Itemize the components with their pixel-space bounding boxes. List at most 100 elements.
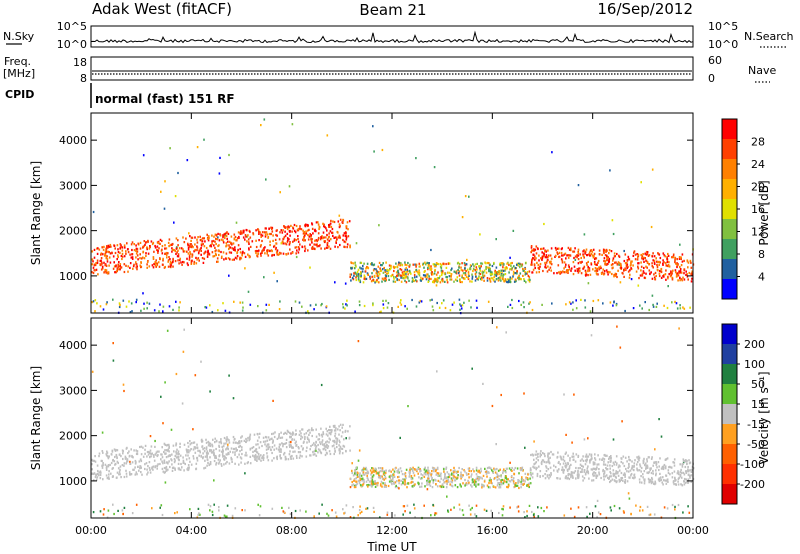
echo-cell xyxy=(329,247,332,250)
echo-cell xyxy=(502,470,504,473)
echo-cell xyxy=(101,265,104,268)
echo-cell xyxy=(543,222,545,226)
echo-cell xyxy=(117,461,119,465)
echo-cell xyxy=(679,276,681,280)
echo-cell xyxy=(369,277,372,280)
echo-cell xyxy=(370,480,372,483)
echo-cell xyxy=(492,471,494,474)
echo-cell xyxy=(174,454,177,458)
echo-cell xyxy=(498,478,500,481)
echo-cell xyxy=(624,309,626,313)
echo-cell xyxy=(549,466,552,469)
echo-cell xyxy=(625,467,627,471)
echo-cell xyxy=(371,272,373,275)
echo-cell xyxy=(376,274,379,277)
echo-cell xyxy=(340,447,342,450)
echo-cell xyxy=(193,446,196,449)
echo-cell xyxy=(325,236,327,239)
echo-cell xyxy=(323,236,325,239)
echo-cell xyxy=(454,271,457,274)
echo-cell xyxy=(243,439,246,442)
echo-cell xyxy=(102,308,105,311)
echo-cell xyxy=(619,281,622,284)
echo-cell xyxy=(282,510,285,513)
echo-cell xyxy=(314,239,316,242)
echo-cell xyxy=(329,452,332,456)
echo-cell xyxy=(671,301,673,304)
echo-cell xyxy=(410,477,413,480)
echo-cell xyxy=(169,465,171,469)
echo-cell xyxy=(328,223,331,226)
echo-cell xyxy=(637,254,640,258)
echo-cell xyxy=(319,442,322,446)
echo-cell xyxy=(582,254,585,257)
echo-cell xyxy=(129,262,132,265)
echo-cell xyxy=(157,463,159,466)
echo-cell xyxy=(672,253,675,256)
echo-cell xyxy=(189,252,192,255)
echo-cell xyxy=(676,274,678,278)
echo-cell xyxy=(293,438,296,441)
echo-cell xyxy=(328,450,331,453)
colorbar-segment xyxy=(722,159,737,180)
echo-cell xyxy=(131,253,133,256)
echo-cell xyxy=(679,269,682,273)
echo-cell xyxy=(406,270,409,273)
echo-cell xyxy=(241,435,243,438)
echo-cell xyxy=(203,257,206,260)
echo-cell xyxy=(363,478,365,482)
echo-cell xyxy=(215,447,217,451)
echo-cell xyxy=(536,474,539,478)
echo-cell xyxy=(406,504,409,507)
echo-cell xyxy=(433,272,436,275)
echo-cell xyxy=(334,281,336,284)
echo-cell xyxy=(106,260,109,263)
echo-cell xyxy=(653,255,656,258)
nave-tick-high: 60 xyxy=(708,54,722,67)
echo-cell xyxy=(642,253,644,256)
echo-cell xyxy=(655,472,657,475)
echo-cell xyxy=(318,438,321,441)
echo-cell xyxy=(521,468,524,471)
echo-cell xyxy=(464,268,466,271)
echo-cell xyxy=(232,447,235,451)
echo-cell xyxy=(322,231,325,234)
echo-cell xyxy=(373,274,376,277)
echo-cell xyxy=(379,484,382,487)
echo-cell xyxy=(653,273,655,276)
echo-cell xyxy=(313,515,315,518)
echo-cell xyxy=(571,455,573,458)
echo-cell xyxy=(164,449,166,452)
echo-cell xyxy=(365,277,368,280)
echo-cell xyxy=(465,263,468,266)
echo-cell xyxy=(676,258,678,261)
echo-cell xyxy=(578,267,580,270)
echo-cell xyxy=(404,263,407,266)
echo-cell xyxy=(367,273,369,276)
echo-cell xyxy=(149,471,152,474)
echo-cell xyxy=(385,299,387,302)
echo-cell xyxy=(420,473,422,476)
echo-cell xyxy=(382,307,385,310)
echo-cell xyxy=(659,472,661,475)
echo-cell xyxy=(363,473,366,476)
echo-cell xyxy=(449,483,451,486)
echo-cell xyxy=(146,266,148,269)
echo-cell xyxy=(546,506,548,509)
echo-cell xyxy=(173,249,175,252)
echo-cell xyxy=(264,443,266,446)
echo-cell xyxy=(260,454,262,457)
echo-cell xyxy=(321,235,323,238)
echo-cell xyxy=(533,264,536,267)
echo-cell xyxy=(266,443,269,446)
echo-cell xyxy=(665,479,668,482)
echo-cell xyxy=(503,263,505,266)
echo-cell xyxy=(656,260,658,263)
echo-cell xyxy=(127,452,129,455)
echo-cell xyxy=(674,300,676,303)
echo-cell xyxy=(135,256,137,259)
echo-cell xyxy=(280,242,283,245)
echo-cell xyxy=(182,236,184,239)
echo-cell xyxy=(561,254,563,257)
echo-cell xyxy=(568,467,571,470)
